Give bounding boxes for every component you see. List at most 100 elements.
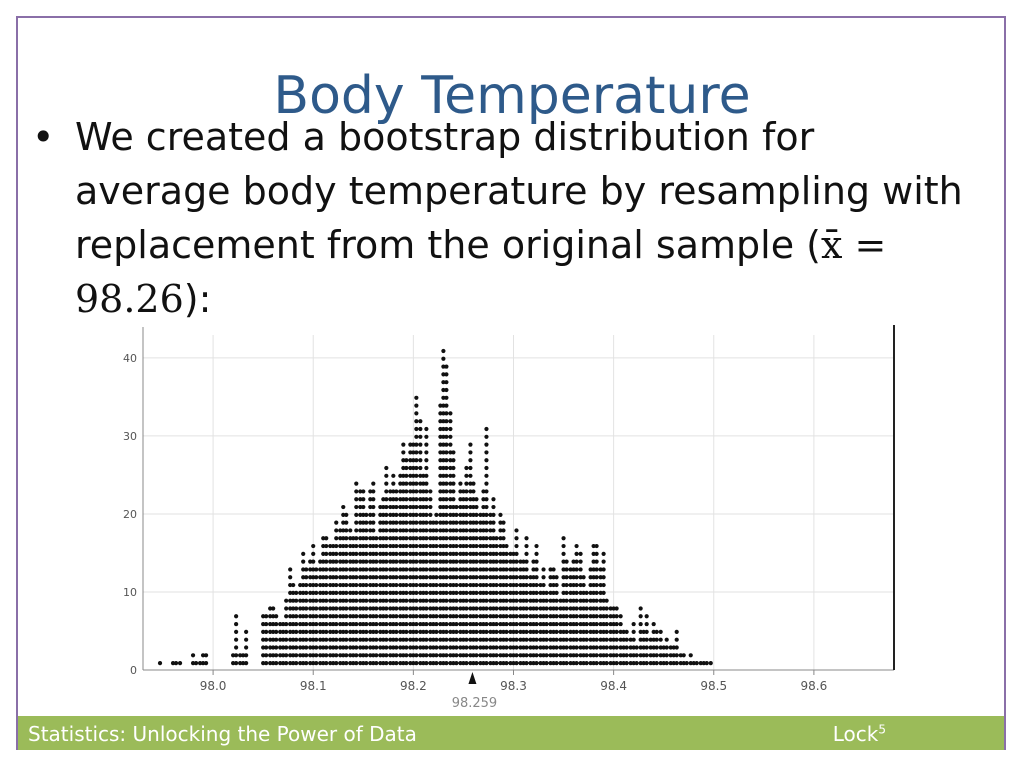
data-dot [341,645,346,650]
data-dot [444,551,449,556]
data-dot [581,590,586,595]
data-dot [274,621,279,627]
data-dot [361,528,366,533]
data-dot [584,653,589,658]
data-dot [648,653,653,658]
data-dot [541,653,546,658]
data-dot [428,637,433,642]
data-dot [321,575,326,580]
data-dot [458,497,463,502]
data-dot [651,660,656,666]
data-dot [508,575,513,580]
data-dot [438,411,443,416]
data-dot [200,660,206,666]
data-dot [361,645,366,650]
data-dot [424,567,429,572]
data-dot [434,621,439,627]
data-dot [568,621,573,627]
data-dot [334,653,339,658]
data-dot [414,512,419,517]
data-dot [341,629,346,634]
data-dot [448,512,453,517]
data-dot [268,660,273,666]
data-dot [328,606,333,611]
data-dot [291,645,296,650]
data-dot [424,442,429,447]
data-dot [298,637,303,642]
data-dot [481,606,486,611]
data-dot [314,606,319,611]
data-dot [574,645,579,650]
data-dot [371,645,376,650]
data-dot [588,567,593,572]
data-dot [601,653,606,658]
data-dot [604,660,609,666]
data-dot [441,543,446,549]
data-dot [344,653,349,658]
data-dot [481,598,486,603]
data-dot [173,660,179,666]
data-dot [331,543,336,549]
data-dot [598,598,603,603]
data-dot [581,621,586,627]
data-dot [554,582,559,588]
data-dot [461,536,466,541]
data-dot [544,598,549,603]
data-dot [401,621,406,627]
data-dot [478,582,483,588]
data-dot [264,645,269,650]
data-dot [401,653,406,658]
data-dot [408,559,413,564]
data-dot [294,660,299,666]
data-dot [584,660,589,666]
data-dot [524,551,529,556]
data-dot [361,536,366,541]
data-dot [404,575,409,580]
data-dot [271,653,276,658]
math-value: 98.26 [75,277,184,321]
data-dot [644,637,649,642]
data-dot [404,520,409,525]
data-dot [411,614,416,619]
data-dot [398,653,403,658]
data-dot [488,614,493,619]
data-dot [464,645,469,650]
data-dot [341,536,346,541]
data-dot [484,481,489,486]
data-dot [348,645,353,650]
data-dot [484,458,489,463]
data-dot [601,614,606,619]
data-dot [501,551,506,556]
data-dot [561,551,566,556]
data-dot [421,629,426,634]
data-dot [518,575,523,580]
data-dot [418,543,423,549]
data-dot [177,660,183,666]
data-dot [368,590,373,595]
data-dot [311,653,316,658]
data-dot [558,606,563,611]
data-dot [408,528,413,533]
data-dot [348,637,353,642]
data-dot [604,621,609,627]
data-dot [504,629,509,634]
data-dot [401,559,406,564]
data-dot [324,637,329,642]
data-dot [664,637,669,642]
data-dot [424,606,429,611]
data-dot [511,660,516,666]
data-dot [468,582,473,588]
x-tick-label: 98.2 [400,679,427,693]
data-dot [421,660,426,666]
footer-author: Lock5 [833,722,886,746]
data-dot [374,660,379,666]
data-dot [384,481,389,486]
data-dot [288,590,293,595]
data-dot [478,567,483,572]
data-dot [434,575,439,580]
data-dot [344,543,349,549]
data-dot [648,637,653,642]
data-dot [458,512,463,517]
data-dot [368,512,373,517]
data-dot [351,559,356,564]
